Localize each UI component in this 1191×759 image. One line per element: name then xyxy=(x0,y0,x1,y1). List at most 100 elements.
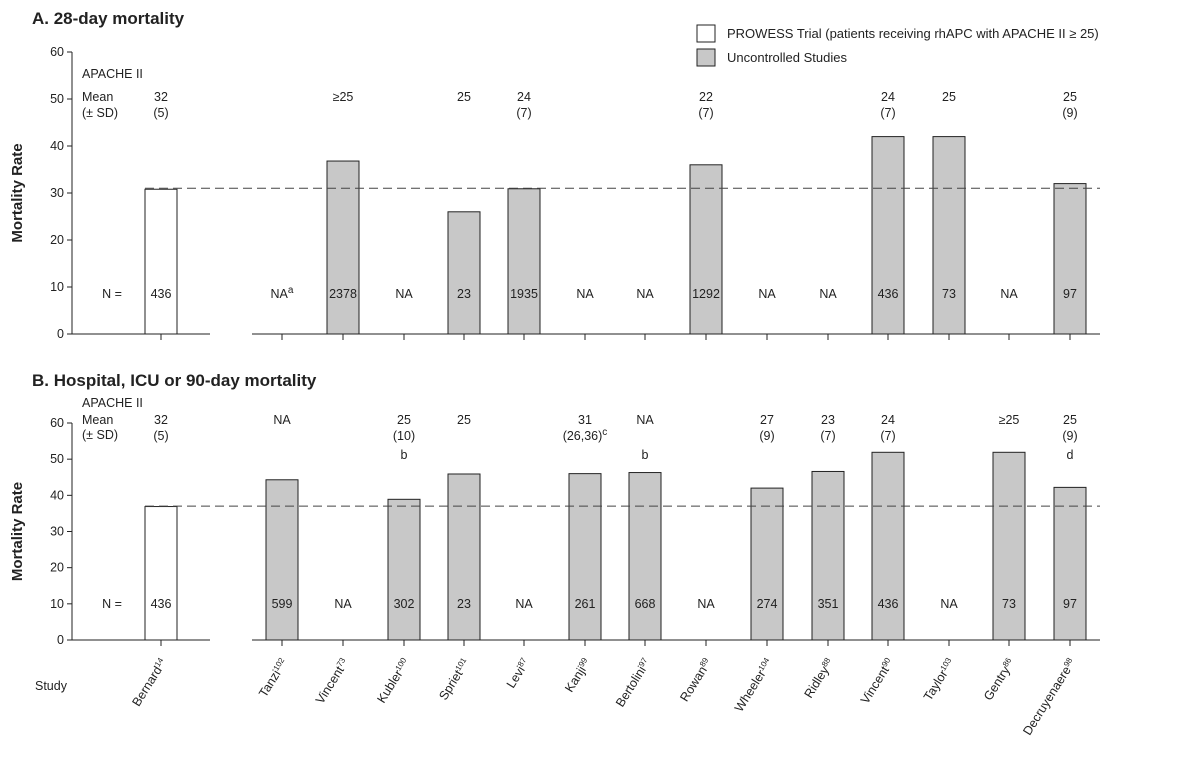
n-value: 668 xyxy=(635,597,656,611)
bar-uncontrolled xyxy=(992,451,1026,641)
n-value: 274 xyxy=(757,597,778,611)
bar-uncontrolled xyxy=(447,211,481,335)
n-label: N = xyxy=(102,287,122,301)
apache-mean: 27 xyxy=(760,413,774,427)
y-tick-label: 60 xyxy=(50,416,64,430)
footnote-marker: b xyxy=(642,448,649,462)
n-value: NA xyxy=(576,287,594,301)
apache-sd: (5) xyxy=(153,429,168,443)
n-value: 351 xyxy=(818,597,839,611)
n-value: 97 xyxy=(1063,597,1077,611)
n-value: 436 xyxy=(878,597,899,611)
n-value: 261 xyxy=(575,597,596,611)
n-value: NA xyxy=(758,287,776,301)
apache-header: Mean xyxy=(82,90,113,104)
apache-header: (± SD) xyxy=(82,428,118,442)
study-label: Decruyenaere98 xyxy=(1020,656,1078,738)
y-tick-label: 30 xyxy=(50,186,64,200)
n-value: 599 xyxy=(272,597,293,611)
n-value: NA xyxy=(697,597,715,611)
y-tick-label: 30 xyxy=(50,525,64,539)
study-label: Tanzi102 xyxy=(256,656,291,700)
footnote-marker: d xyxy=(1067,448,1074,462)
study-label: Vincent73 xyxy=(313,656,352,707)
study-label: Rowan89 xyxy=(677,656,715,704)
bar-uncontrolled xyxy=(507,188,541,335)
study-label: Spriet101 xyxy=(436,656,473,703)
bar-uncontrolled xyxy=(387,498,421,641)
study-label: Gentry86 xyxy=(981,656,1018,703)
n-value: NA xyxy=(395,287,413,301)
study-label: Bertolini97 xyxy=(613,656,654,710)
y-tick-label: 40 xyxy=(50,139,64,153)
n-value: 23 xyxy=(457,597,471,611)
bar-uncontrolled xyxy=(750,487,784,641)
apache-sd: (9) xyxy=(1062,106,1077,120)
footnote-marker: b xyxy=(401,448,408,462)
apache-mean: 24 xyxy=(517,90,531,104)
n-value: 302 xyxy=(394,597,415,611)
study-label: Wheeler104 xyxy=(732,656,776,715)
n-value: 2378 xyxy=(329,287,357,301)
bar-prowess xyxy=(144,188,178,335)
apache-sd: (10) xyxy=(393,429,415,443)
bar-uncontrolled xyxy=(447,473,481,641)
y-tick-label: 0 xyxy=(57,327,64,341)
n-value: 1292 xyxy=(692,287,720,301)
apache-mean: ≥25 xyxy=(999,413,1020,427)
y-tick-label: 20 xyxy=(50,233,64,247)
study-label: Kanji99 xyxy=(562,656,594,695)
bar-uncontrolled xyxy=(871,136,905,335)
bar-uncontrolled xyxy=(1053,486,1087,641)
apache-mean: 25 xyxy=(942,90,956,104)
bar-uncontrolled xyxy=(326,160,360,335)
y-tick-label: 20 xyxy=(50,561,64,575)
bar-uncontrolled xyxy=(1053,183,1087,335)
apache-sd: (5) xyxy=(153,106,168,120)
n-value: NA xyxy=(334,597,352,611)
study-axis-label: Study xyxy=(35,679,68,693)
n-value: NA xyxy=(515,597,533,611)
apache-mean: 25 xyxy=(457,90,471,104)
study-label: Bernard14 xyxy=(129,656,169,709)
apache-header: APACHE II xyxy=(82,67,143,81)
study-label: Vincent90 xyxy=(858,656,897,707)
n-value: 73 xyxy=(1002,597,1016,611)
apache-sd: (7) xyxy=(880,429,895,443)
y-tick-label: 10 xyxy=(50,597,64,611)
legend-label-prowess: PROWESS Trial (patients receiving rhAPC … xyxy=(727,26,1099,41)
n-value: 1935 xyxy=(510,287,538,301)
apache-mean: NA xyxy=(636,413,654,427)
apache-sd: (7) xyxy=(820,429,835,443)
y-tick-label: 50 xyxy=(50,92,64,106)
panel-b: B. Hospital, ICU or 90-day mortality Mort… xyxy=(9,371,1100,647)
study-label: Ridley88 xyxy=(802,656,837,701)
apache-mean: 23 xyxy=(821,413,835,427)
legend-label-uncontrolled: Uncontrolled Studies xyxy=(727,50,847,65)
apache-mean: 25 xyxy=(397,413,411,427)
n-label: N = xyxy=(102,597,122,611)
study-label: Kubler100 xyxy=(374,656,412,706)
study-label: Levi87 xyxy=(504,656,533,691)
n-value: NA xyxy=(636,287,654,301)
bar-uncontrolled xyxy=(568,473,602,641)
legend-swatch-prowess xyxy=(696,24,716,43)
y-axis-label: Mortality Rate xyxy=(9,482,26,581)
panel-title: B. Hospital, ICU or 90-day mortality xyxy=(32,371,317,390)
apache-sd: (26,36)c xyxy=(563,427,608,443)
y-tick-label: 50 xyxy=(50,452,64,466)
y-tick-label: 10 xyxy=(50,280,64,294)
apache-mean: NA xyxy=(273,413,291,427)
bar-uncontrolled xyxy=(628,472,662,641)
n-value: 436 xyxy=(878,287,899,301)
bar-uncontrolled xyxy=(932,136,966,335)
bar-uncontrolled xyxy=(265,479,299,641)
apache-mean: ≥25 xyxy=(333,90,354,104)
legend-swatch-uncontrolled xyxy=(696,48,716,67)
study-label: Taylor103 xyxy=(921,656,958,703)
apache-header: APACHE II xyxy=(82,396,143,410)
n-value: 23 xyxy=(457,287,471,301)
n-value: 436 xyxy=(151,287,172,301)
